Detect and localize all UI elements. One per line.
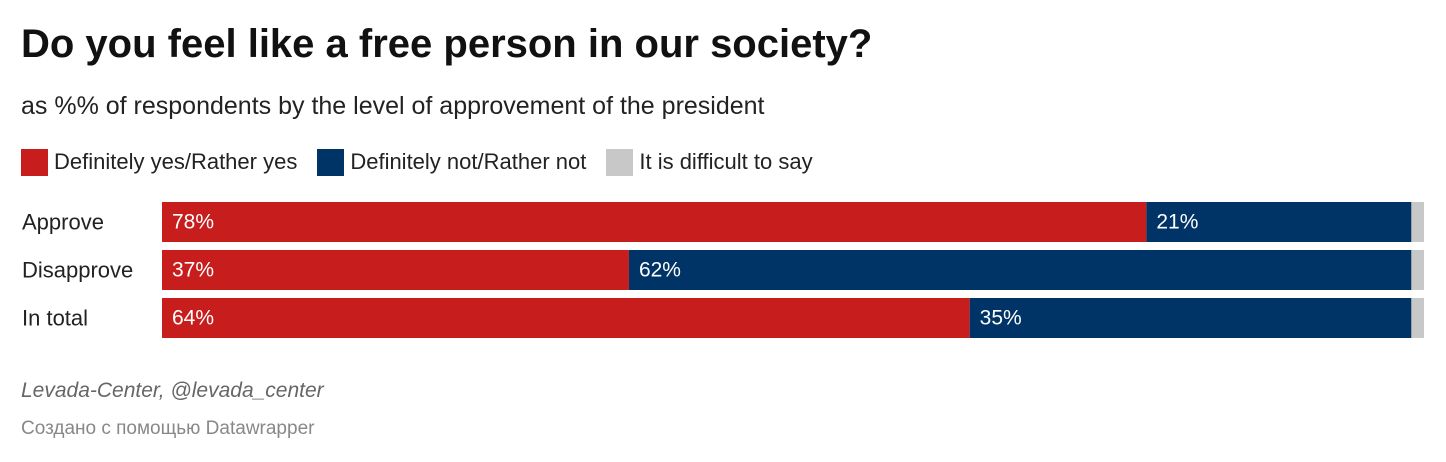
chart-title: Do you feel like a free person in our so… (21, 22, 873, 66)
legend-swatch-unsure (606, 148, 634, 176)
chart-legend: Definitely yes/Rather yes Definitely not… (21, 147, 833, 177)
legend-item-no: Definitely not/Rather not (317, 148, 587, 176)
legend-item-yes: Definitely yes/Rather yes (21, 148, 298, 176)
source-note: Levada-Center, @levada_center (21, 379, 324, 402)
bar-segment-yes (162, 298, 970, 338)
legend-label-yes: Definitely yes/Rather yes (54, 149, 298, 174)
credit-note: Создано с помощью Datawrapper (21, 418, 315, 439)
category-label: Approve (22, 210, 104, 235)
data-label-no: 62% (639, 259, 681, 282)
legend-item-unsure: It is difficult to say (606, 148, 813, 176)
bar-segment-yes (162, 250, 629, 290)
bar-segment-no (628, 250, 1412, 290)
bar-segment-unsure (1411, 298, 1424, 338)
legend-label-unsure: It is difficult to say (639, 149, 813, 174)
legend-swatch-yes (21, 148, 48, 176)
bar-segment-unsure (1411, 202, 1424, 242)
bar-segment-yes (162, 202, 1147, 242)
chart-subtitle: as %% of respondents by the level of app… (21, 92, 765, 120)
legend-label-no: Definitely not/Rather not (350, 149, 587, 174)
bar-segment-unsure (1411, 250, 1424, 290)
bar-segment-no (1146, 202, 1412, 242)
category-label: Disapprove (22, 258, 133, 283)
data-label-no: 21% (1156, 211, 1198, 234)
legend-swatch-no (317, 148, 345, 176)
data-label-yes: 64% (172, 307, 214, 330)
data-label-yes: 37% (172, 259, 214, 282)
stacked-bar-chart: Approve 78% 21% Disapprove 37% 62% In total 64%… (22, 202, 1424, 338)
bar-segment-no (969, 298, 1412, 338)
category-label: In total (22, 306, 88, 331)
data-label-yes: 78% (172, 211, 214, 234)
data-label-no: 35% (980, 307, 1022, 330)
